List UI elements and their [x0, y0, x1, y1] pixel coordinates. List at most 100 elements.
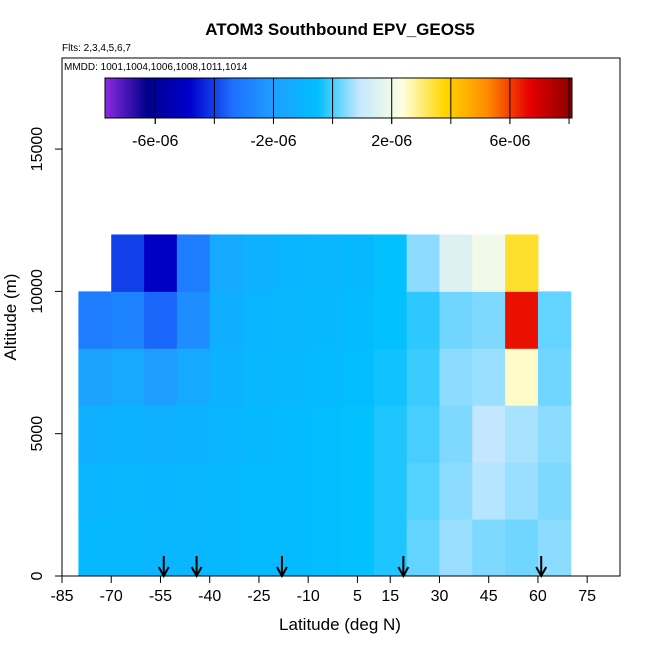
arrow-marker	[157, 556, 170, 579]
x-axis-label: Latitude (deg N)	[279, 615, 401, 634]
heat-cell	[373, 234, 408, 292]
heat-cell	[275, 462, 309, 520]
arrow-marker	[190, 556, 203, 579]
subtitle: Flts: 2,3,4,5,6,7	[62, 43, 131, 54]
arrow-head	[276, 566, 288, 579]
arrow-head	[190, 566, 203, 579]
heat-cell	[176, 519, 211, 577]
heat-cell	[439, 519, 473, 577]
heat-cell	[308, 234, 342, 292]
heat-cell	[111, 234, 145, 292]
heat-cell	[472, 234, 506, 292]
heat-cell	[439, 234, 473, 292]
heat-cell	[406, 348, 440, 406]
heat-cell	[111, 462, 145, 520]
x-tick-label: 15	[381, 588, 399, 605]
heat-cell	[144, 519, 178, 577]
x-tick-label: 45	[480, 588, 498, 605]
heat-cell	[373, 519, 408, 577]
annotation: MMDD: 1001,1004,1006,1008,1011,1014	[64, 62, 248, 73]
heat-cell	[144, 348, 178, 406]
heat-cell	[308, 405, 342, 463]
heat-cell	[341, 348, 375, 406]
colorbar-tick-label: 6e-06	[489, 133, 530, 150]
heat-cell	[275, 405, 309, 463]
heat-cell	[209, 348, 244, 406]
arrow-marker	[276, 556, 288, 579]
heat-cell	[373, 348, 408, 406]
y-tick-label: 5000	[29, 416, 46, 452]
heat-cell	[78, 348, 112, 406]
y-axis-label: Altitude (m)	[1, 274, 20, 361]
heat-cell	[176, 234, 211, 292]
heat-cell	[439, 405, 473, 463]
x-tick-label: -55	[149, 588, 172, 605]
heat-cell	[472, 291, 506, 349]
heat-cell	[439, 291, 473, 349]
colorbar-tick-label: -2e-06	[250, 133, 296, 150]
heat-cell	[209, 462, 244, 520]
arrow-head	[157, 566, 170, 579]
heat-cell	[209, 405, 244, 463]
heat-cell	[308, 348, 342, 406]
heat-cell	[78, 405, 112, 463]
plot-frame	[61, 57, 621, 577]
colorbar-tick-label: -6e-06	[132, 133, 178, 150]
heat-cell	[472, 519, 506, 577]
heat-cell	[209, 519, 244, 577]
heat-cell	[373, 291, 408, 349]
heat-cell	[242, 405, 276, 463]
heat-cell	[111, 519, 145, 577]
y-tick-label: 10000	[29, 269, 46, 314]
heat-cell	[78, 291, 112, 349]
heat-cell	[176, 462, 211, 520]
x-tick-label: 30	[431, 588, 449, 605]
heat-cell	[373, 462, 408, 520]
heat-cell	[111, 348, 145, 406]
heat-cell	[537, 291, 572, 349]
arrow-marker	[397, 556, 410, 579]
heat-cell	[341, 405, 375, 463]
heat-cell	[439, 348, 473, 406]
arrow-marker	[535, 556, 548, 579]
heat-cell	[176, 291, 211, 349]
heat-cell	[537, 519, 572, 577]
colorbar-tick-label: 2e-06	[371, 133, 412, 150]
heat-cell	[176, 348, 211, 406]
heat-cell	[341, 291, 375, 349]
heat-cell	[505, 348, 539, 406]
colorbar	[104, 77, 573, 119]
chart-title: ATOM3 Southbound EPV_GEOS5	[205, 20, 475, 39]
heat-cell	[472, 462, 506, 520]
heat-cell	[406, 291, 440, 349]
heat-cell	[242, 462, 276, 520]
heat-cell	[144, 234, 178, 292]
heat-cell	[505, 462, 539, 520]
heat-cell	[537, 462, 572, 520]
heat-cell	[144, 291, 178, 349]
arrow-head	[535, 566, 548, 579]
heat-cell	[505, 405, 539, 463]
heat-cell	[308, 291, 342, 349]
x-tick-label: 60	[529, 588, 547, 605]
heat-cell	[111, 405, 145, 463]
heat-cell	[308, 519, 342, 577]
heat-cell	[406, 462, 440, 520]
heat-cell	[242, 234, 276, 292]
heat-cell	[537, 348, 572, 406]
heat-cell	[341, 234, 375, 292]
heat-cell	[406, 519, 440, 577]
heat-cell	[176, 405, 211, 463]
heat-cell	[275, 519, 309, 577]
heat-cell	[472, 348, 506, 406]
x-tick-label: -85	[50, 588, 73, 605]
heat-cell	[275, 234, 309, 292]
heat-cell	[505, 291, 539, 349]
heat-cell	[144, 405, 178, 463]
heat-cell	[406, 405, 440, 463]
x-tick-label: 75	[578, 588, 596, 605]
x-tick-label: -10	[297, 588, 320, 605]
heat-cell	[78, 462, 112, 520]
heat-cell	[209, 291, 244, 349]
